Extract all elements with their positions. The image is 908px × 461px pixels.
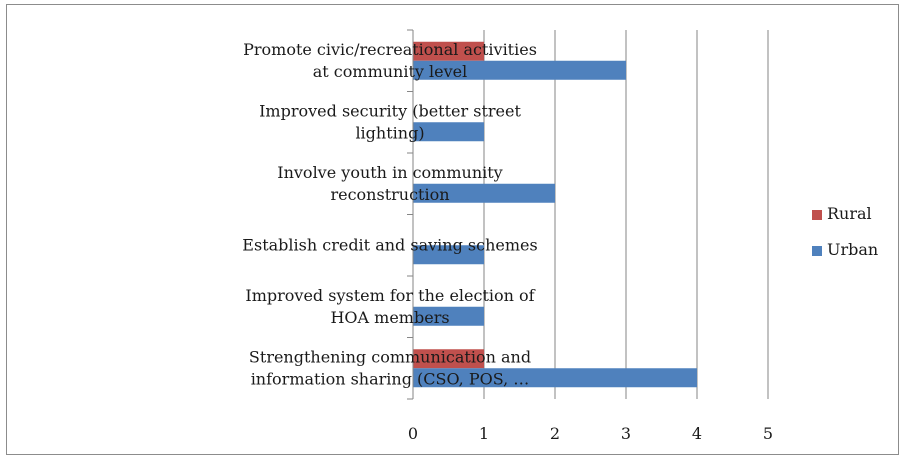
gridlines xyxy=(483,30,769,399)
legend-swatch-urban xyxy=(812,246,822,256)
category-label: Promote civic/recreational activities xyxy=(243,40,537,59)
category-label: Involve youth in community xyxy=(277,163,502,182)
category-label: lighting) xyxy=(355,123,424,142)
x-tick-label: 5 xyxy=(763,424,773,443)
category-label: Improved security (better street xyxy=(259,101,521,120)
x-tick-label: 4 xyxy=(692,424,702,443)
bar-urban xyxy=(413,245,484,265)
bar-urban xyxy=(413,183,555,203)
legend-label-rural: Rural xyxy=(827,204,872,223)
legend-swatch-rural xyxy=(812,210,822,220)
x-tick-label: 1 xyxy=(479,424,489,443)
category-label: Strengthening communication and xyxy=(249,347,531,366)
bar-urban xyxy=(413,122,484,142)
y-axis xyxy=(407,29,414,400)
category-label: reconstruction xyxy=(330,185,449,204)
legend-label-urban: Urban xyxy=(827,240,878,259)
category-labels: Strengthening communication and informati… xyxy=(242,40,537,389)
legend: Rural Urban xyxy=(812,204,878,259)
x-tick-label: 2 xyxy=(550,424,560,443)
category-label: Establish credit and saving schemes xyxy=(242,235,537,254)
bar-urban xyxy=(413,306,484,326)
category-label: HOA members xyxy=(330,308,449,327)
bar-rural xyxy=(413,349,484,369)
category-label: at community level xyxy=(313,62,467,81)
x-tick-label: 3 xyxy=(621,424,631,443)
bars xyxy=(413,41,697,388)
bar-urban xyxy=(413,60,626,80)
category-label: information sharing (CSO, POS, … xyxy=(251,369,530,388)
x-tick-labels: 0 1 2 3 4 5 xyxy=(408,424,773,443)
bar-urban xyxy=(413,368,697,388)
category-label: Improved system for the election of xyxy=(245,286,535,305)
x-tick-label: 0 xyxy=(408,424,418,443)
bar-rural xyxy=(413,41,484,61)
